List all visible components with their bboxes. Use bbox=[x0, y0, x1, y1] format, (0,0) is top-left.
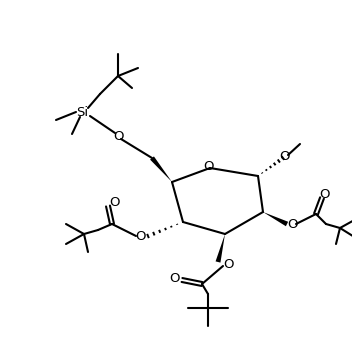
Text: O: O bbox=[279, 149, 289, 163]
Polygon shape bbox=[215, 234, 225, 263]
Text: O: O bbox=[109, 197, 119, 209]
Text: O: O bbox=[113, 130, 123, 142]
Text: O: O bbox=[170, 273, 180, 285]
Text: O: O bbox=[287, 218, 297, 231]
Text: O: O bbox=[320, 189, 330, 202]
Polygon shape bbox=[150, 157, 172, 182]
Text: Si: Si bbox=[76, 105, 88, 119]
Text: O: O bbox=[136, 230, 146, 244]
Text: O: O bbox=[204, 160, 214, 174]
Polygon shape bbox=[263, 212, 288, 226]
Text: O: O bbox=[223, 258, 233, 272]
